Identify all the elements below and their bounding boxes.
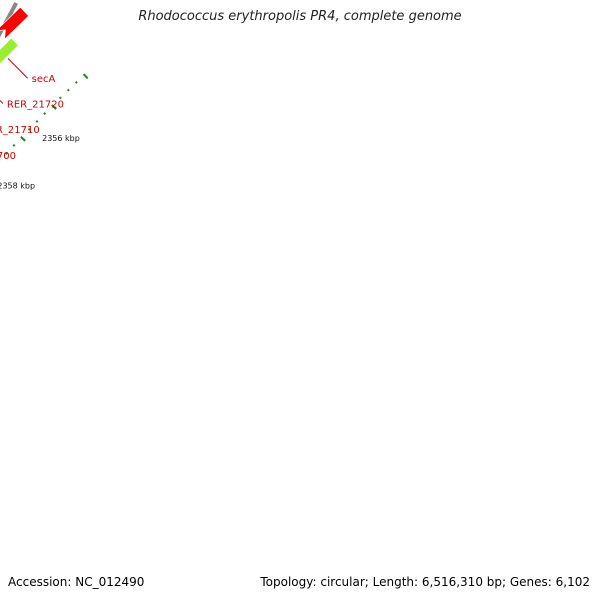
scale-dot: [12, 144, 16, 147]
scale-dot: [20, 135, 26, 142]
gene-label-seca: secA: [32, 74, 56, 85]
scale-dot: [74, 80, 78, 84]
accession-text: Accession: NC_012490: [8, 575, 145, 589]
scale-dot: [35, 120, 39, 123]
genome-backbone: [0, 1, 18, 38]
label-leader-lines: [0, 58, 29, 104]
scale-dot: [66, 88, 70, 92]
scale-dot: [51, 104, 57, 110]
seca-arrow: [0, 37, 19, 65]
feature-arrows: [0, 6, 29, 65]
scale-dot: [82, 73, 89, 80]
map-title: Rhodococcus erythropolis PR4, complete g…: [138, 9, 462, 24]
scale-label: 2358 kbp: [0, 182, 35, 191]
gene-label-rer-21710: RER_21710: [0, 125, 40, 136]
scale-dot: [58, 96, 62, 100]
cds-arrow: [0, 42, 1, 45]
cds-arrow: [0, 6, 29, 40]
leader-line: [7, 58, 29, 79]
scale-dot: [43, 112, 47, 115]
genome-summary: Topology: circular; Length: 6,516,310 bp…: [260, 575, 590, 589]
scale-dot: [4, 152, 8, 155]
backbone-line: [0, 1, 18, 38]
scale-label: 2356 kbp: [42, 134, 80, 143]
scale-dot: [27, 127, 31, 131]
gene-label-rer-21700: RER_21700: [0, 151, 16, 162]
leader-line: [0, 99, 4, 104]
gene-label-rer-21720: RER_21720: [7, 99, 64, 110]
feature-labels: RER_21610alkBrubA3rubA4RER_21650ahcYtmkm…: [0, 74, 64, 162]
